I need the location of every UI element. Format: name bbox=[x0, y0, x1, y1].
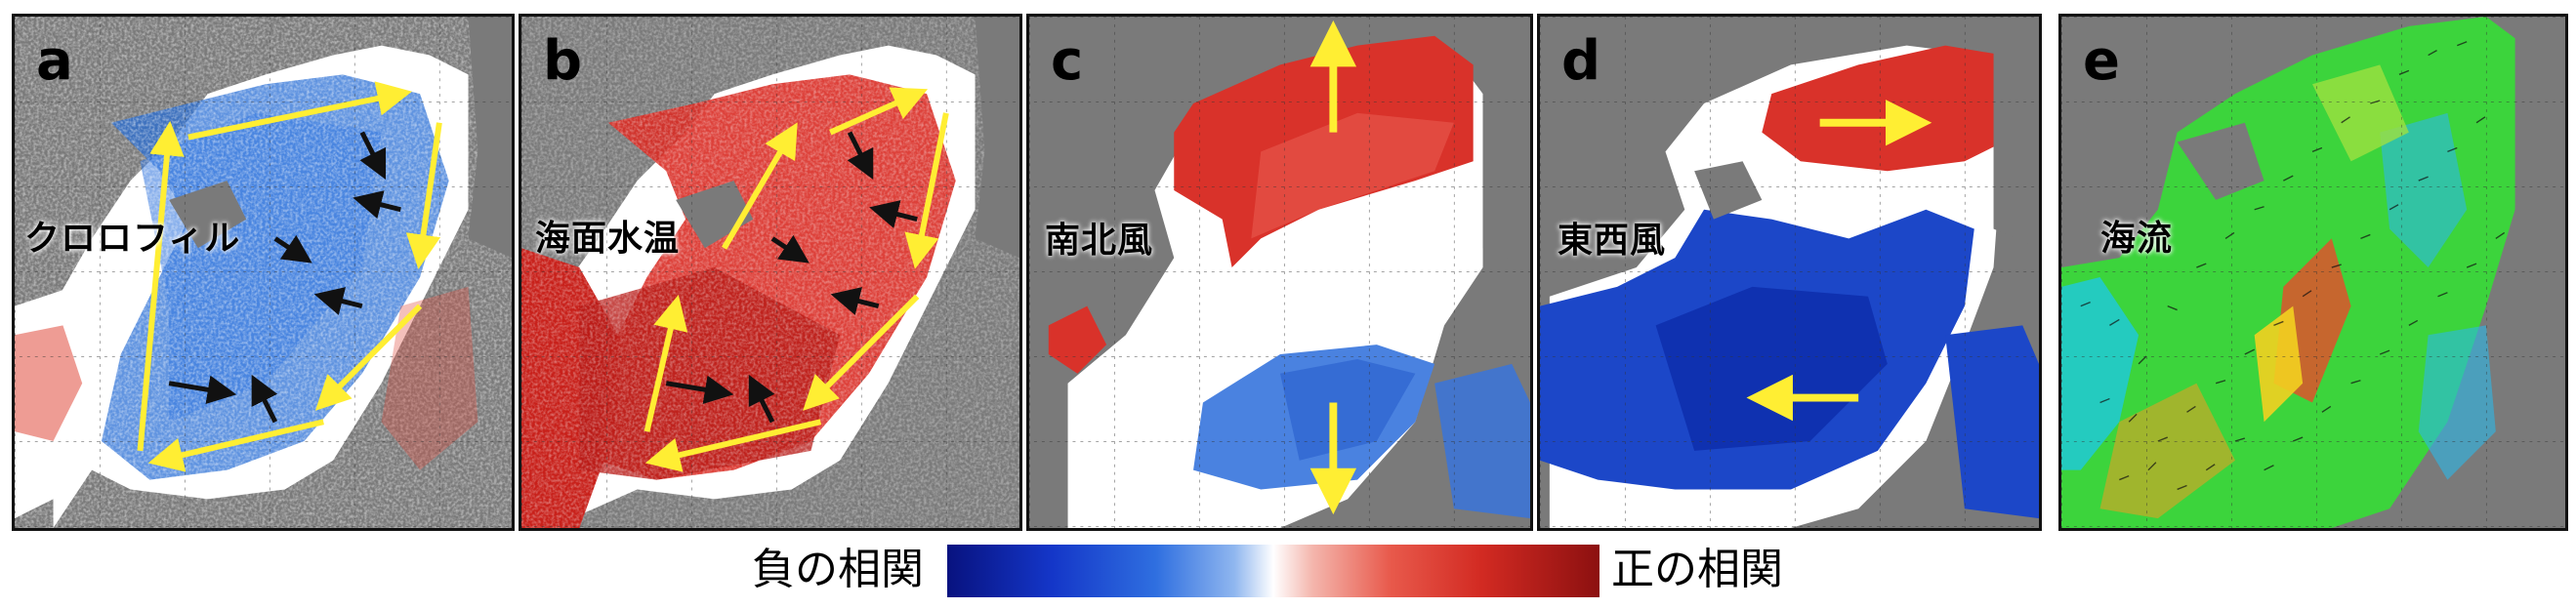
panel-label: クロロフィル bbox=[24, 219, 241, 259]
panel-letter: d bbox=[1561, 29, 1601, 93]
map-d bbox=[1540, 17, 2039, 528]
map-c bbox=[1029, 17, 1530, 528]
map-e bbox=[2061, 17, 2565, 528]
panel-letter: b bbox=[543, 29, 583, 93]
panel-letter: a bbox=[36, 29, 73, 93]
panel-letter: c bbox=[1051, 29, 1084, 93]
panel-label: 南北風 bbox=[1045, 221, 1154, 261]
panel-d-zonal-wind: d 東西風 bbox=[1537, 14, 2042, 531]
panel-e-currents: e 海流 bbox=[2058, 14, 2568, 531]
panel-b-sst: b 海面水温 bbox=[519, 14, 1022, 531]
colorbar-positive-label: 正の相関 bbox=[1611, 545, 1783, 594]
panel-label: 海流 bbox=[2100, 219, 2174, 259]
panel-c-meridional-wind: c 南北風 bbox=[1026, 14, 1533, 531]
panel-label: 東西風 bbox=[1558, 221, 1667, 261]
panel-a-chlorophyll: a クロロフィル bbox=[12, 14, 515, 531]
colorbar-negative-label: 負の相関 bbox=[752, 545, 924, 594]
map-a bbox=[15, 17, 512, 528]
panel-label: 海面水温 bbox=[535, 219, 681, 259]
map-b bbox=[521, 17, 1019, 528]
colorbar: 負の相関 正の相関 bbox=[0, 539, 2576, 609]
panel-letter: e bbox=[2083, 29, 2120, 93]
colorbar-gradient bbox=[947, 545, 1600, 597]
